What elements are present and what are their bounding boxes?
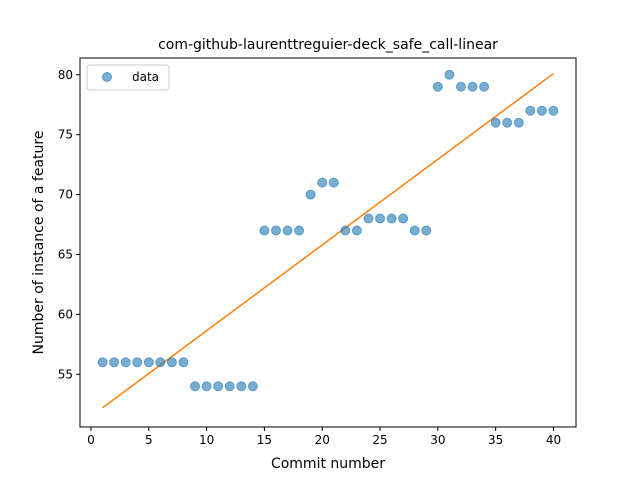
x-tick-label: 40	[546, 433, 561, 447]
data-point	[502, 117, 513, 128]
chart-title: com-github-laurenttreguier-deck_safe_cal…	[158, 37, 498, 53]
data-point	[259, 225, 270, 236]
data-point	[525, 105, 536, 116]
data-point	[224, 381, 235, 392]
data-point	[328, 177, 339, 188]
data-point	[467, 81, 478, 92]
data-point	[201, 381, 212, 392]
legend-marker	[102, 72, 112, 82]
data-point	[455, 81, 466, 92]
data-point	[432, 81, 443, 92]
x-tick-label: 15	[257, 433, 272, 447]
data-point	[490, 117, 501, 128]
data-point	[166, 357, 177, 368]
data-point	[444, 69, 455, 80]
data-point	[536, 105, 547, 116]
data-point	[282, 225, 293, 236]
data-point	[479, 81, 490, 92]
x-tick-label: 30	[430, 433, 445, 447]
data-point	[190, 381, 201, 392]
data-point	[398, 213, 409, 224]
data-point	[143, 357, 154, 368]
x-tick-label: 25	[372, 433, 387, 447]
data-point	[155, 357, 166, 368]
data-point	[421, 225, 432, 236]
y-tick-label: 80	[58, 68, 73, 82]
data-point	[132, 357, 143, 368]
data-point	[409, 225, 420, 236]
legend-box	[86, 64, 170, 91]
data-point	[386, 213, 397, 224]
y-tick-label: 65	[58, 247, 73, 261]
x-tick-label: 0	[87, 433, 95, 447]
data-point	[513, 117, 524, 128]
data-point	[120, 357, 131, 368]
data-point	[317, 177, 328, 188]
legend: data	[86, 64, 170, 91]
data-point	[363, 213, 374, 224]
data-point	[351, 225, 362, 236]
data-point	[340, 225, 351, 236]
x-tick-label: 20	[315, 433, 330, 447]
x-axis-label: Commit number	[271, 456, 385, 472]
data-point	[305, 189, 316, 200]
data-point	[548, 105, 559, 116]
data-point	[236, 381, 247, 392]
y-tick-label: 55	[58, 367, 73, 381]
y-tick-label: 70	[58, 188, 73, 202]
y-axis-label: Number of instance of a feature	[31, 131, 47, 355]
legend-label: data	[132, 70, 159, 84]
data-point	[270, 225, 281, 236]
y-tick-label: 60	[58, 307, 73, 321]
y-tick-label: 75	[58, 128, 73, 142]
data-point	[109, 357, 120, 368]
x-tick-label: 5	[145, 433, 153, 447]
data-point	[294, 225, 305, 236]
data-point	[247, 381, 258, 392]
x-tick-label: 35	[488, 433, 503, 447]
data-point	[375, 213, 386, 224]
data-point	[97, 357, 108, 368]
x-tick-label: 10	[199, 433, 214, 447]
data-point	[213, 381, 224, 392]
plot-frame	[79, 57, 577, 428]
data-point	[178, 357, 189, 368]
fit-line	[102, 72, 554, 409]
